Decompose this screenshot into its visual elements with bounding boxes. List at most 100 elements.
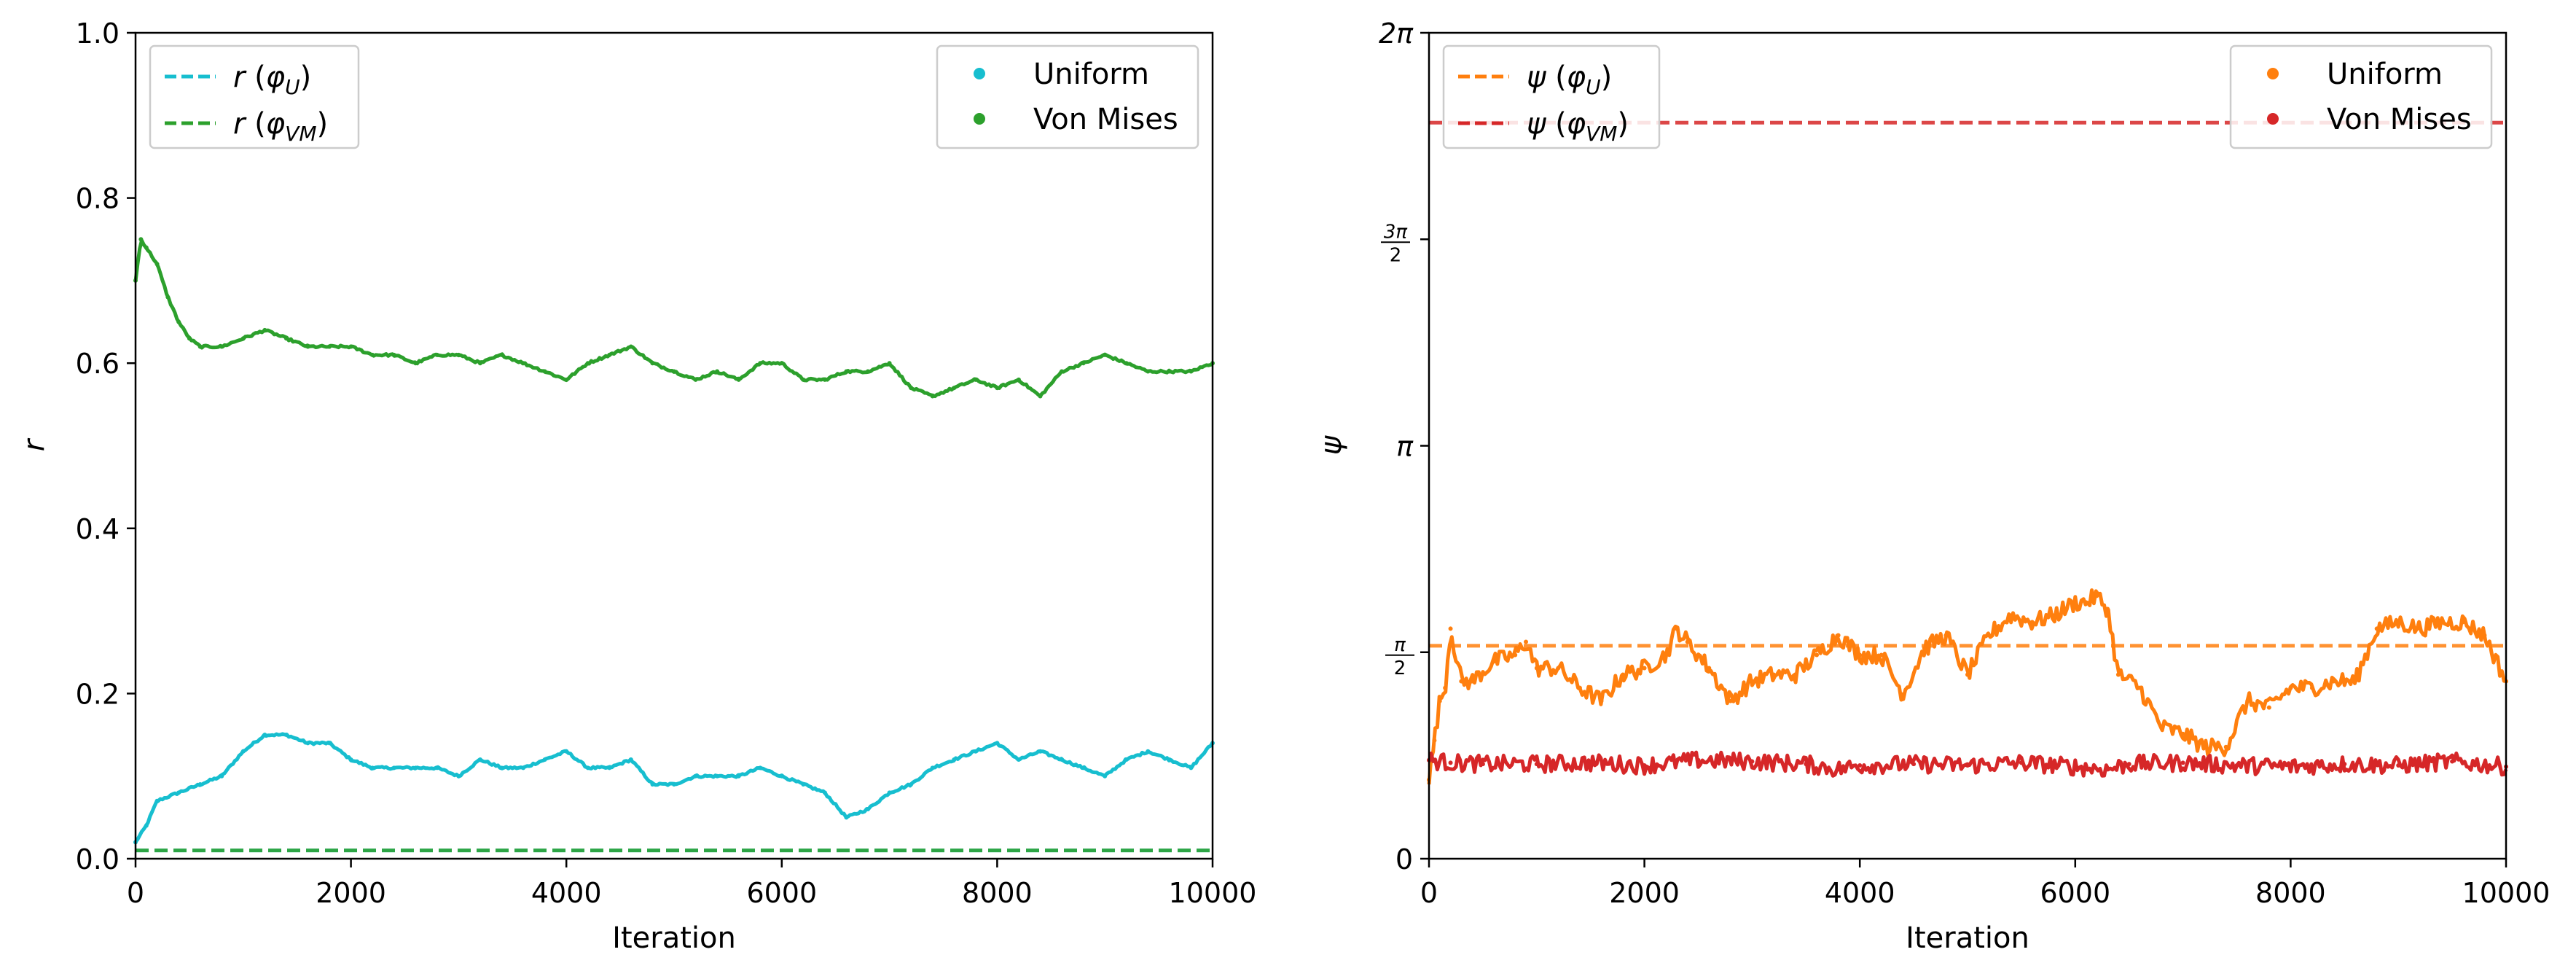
right-line-legend-symbol: φ (1567, 107, 1586, 141)
left-point-uniform (585, 765, 590, 771)
left-point-uniform (391, 765, 396, 771)
left-point-uniform (1124, 757, 1129, 762)
left-point-von-mises (434, 352, 439, 357)
left-point-uniform (887, 790, 892, 795)
right-point-uniform (1448, 626, 1453, 631)
right-line-legend-close: ) (1601, 61, 1613, 94)
left-point-von-mises (262, 327, 267, 332)
right-line-legend-label: ψ (φVM) (1527, 107, 1629, 146)
right-point-uniform (2083, 600, 2088, 605)
right-line-legend-subscript: U (1586, 75, 1601, 99)
left-point-uniform (521, 765, 526, 771)
right-point-uniform (2223, 744, 2228, 749)
right-point-uniform (2309, 685, 2314, 690)
left-point-uniform (499, 765, 504, 771)
right-point-uniform (1728, 698, 1733, 703)
left-marker-legend: Uniform Von Mises (936, 44, 1199, 149)
left-point-von-mises (866, 369, 871, 374)
left-point-von-mises (909, 386, 914, 391)
left-point-uniform (801, 782, 806, 787)
left-trace-uniform (134, 732, 1215, 843)
right-y-tick-label-three-pi-half-den: 2 (1390, 244, 1402, 266)
left-series-uniform (133, 732, 1215, 845)
right-point-uniform (1621, 672, 1626, 677)
right-point-uniform (2396, 620, 2401, 625)
left-point-uniform (607, 765, 612, 771)
left-point-uniform (434, 765, 439, 771)
left-point-uniform (240, 749, 246, 754)
right-point-von-mises (1750, 759, 1755, 764)
right-point-von-mises (2234, 762, 2239, 768)
left-axis-ticks: 0 2000 4000 6000 8000 10000 0.0 0.2 0.4 0.6 0.8 1.0 (76, 17, 1257, 909)
left-line-legend-subscript: VM (285, 122, 316, 146)
left-point-uniform (176, 790, 181, 795)
right-y-tick-label: π (1396, 431, 1414, 463)
left-point-von-mises (391, 352, 396, 357)
left-point-von-mises (187, 336, 192, 341)
left-point-von-mises (348, 344, 353, 349)
left-point-uniform (1189, 765, 1194, 771)
left-y-axis-label: r (17, 437, 51, 451)
right-point-uniform (1437, 698, 1442, 703)
left-x-tick-label: 8000 (962, 877, 1033, 909)
left-point-von-mises (779, 361, 784, 366)
left-point-uniform (650, 782, 655, 787)
right-point-uniform (1879, 652, 1884, 658)
right-point-uniform (2115, 672, 2121, 677)
right-point-uniform (1900, 692, 1906, 697)
right-point-uniform (1534, 666, 1539, 671)
left-line-legend: r (φU)r (φVM) (149, 44, 360, 149)
right-line-legend-subscript: VM (1586, 122, 1617, 146)
left-point-von-mises (165, 295, 171, 300)
right-point-uniform (2288, 685, 2293, 690)
left-point-von-mises (952, 386, 957, 391)
left-y-tick-label: 0.8 (76, 183, 120, 215)
right-point-uniform (2374, 626, 2379, 631)
left-point-uniform (370, 765, 375, 771)
right-point-uniform (1524, 639, 1529, 644)
left-series-von-mises (133, 237, 1215, 399)
right-point-uniform (2331, 679, 2336, 684)
right-y-tick-label: 0 (1395, 843, 1413, 875)
left-point-von-mises (144, 245, 149, 250)
left-point-von-mises (693, 377, 698, 382)
left-point-von-mises (736, 377, 741, 382)
left-point-uniform (1103, 773, 1108, 779)
right-point-uniform (2180, 731, 2185, 736)
right-line-legend-close: ) (1617, 107, 1629, 141)
right-point-uniform (1685, 639, 1690, 644)
right-point-von-mises (1836, 767, 1841, 772)
right-point-von-mises (2180, 760, 2185, 765)
left-marker-legend-dot (974, 68, 985, 79)
left-x-tick-label: 0 (127, 877, 144, 909)
left-y-tick-label: 0.2 (76, 678, 120, 710)
left-point-von-mises (327, 344, 332, 349)
left-point-uniform (952, 757, 957, 762)
right-marker-legend-dot (2267, 68, 2279, 79)
right-point-uniform (2072, 600, 2078, 605)
left-marker-legend-frame (936, 44, 1199, 149)
left-point-uniform (866, 807, 871, 812)
right-point-uniform (2137, 685, 2142, 690)
right-point-uniform (1556, 666, 1561, 671)
left-point-uniform (144, 823, 149, 828)
left-point-uniform (1060, 757, 1065, 762)
right-marker-legend: Uniform Von Mises (2229, 44, 2493, 149)
right-y-tick-label-pi-half-den: 2 (1394, 658, 1406, 679)
right-point-von-mises (1642, 762, 1647, 768)
left-point-von-mises (1060, 369, 1065, 374)
right-point-uniform (2482, 633, 2487, 638)
left-point-von-mises (176, 319, 181, 324)
left-point-von-mises (154, 262, 160, 267)
left-point-von-mises (1081, 361, 1086, 366)
right-point-uniform (2245, 698, 2250, 703)
left-point-von-mises (305, 344, 310, 349)
left-point-von-mises (758, 361, 763, 366)
left-point-von-mises (219, 344, 224, 349)
left-point-von-mises (585, 361, 590, 366)
left-line-legend-subscript: U (285, 75, 300, 99)
left-point-uniform (327, 741, 332, 746)
left-point-uniform (844, 815, 849, 820)
